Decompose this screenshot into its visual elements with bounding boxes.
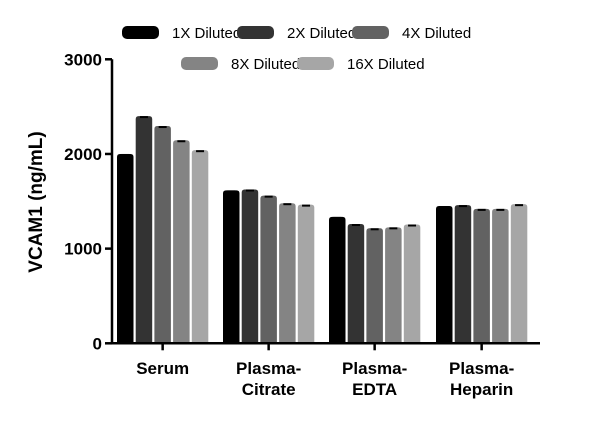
bar-2x-diluted [135, 116, 153, 344]
bar-4x-diluted [366, 228, 383, 344]
bar-8x-diluted [279, 203, 296, 344]
legend-label: 4X Diluted [402, 25, 471, 42]
bar-4x-diluted [260, 195, 277, 344]
bar-8x-diluted [385, 227, 402, 344]
legend-label: 2X Diluted [287, 25, 356, 42]
bar-2x-diluted [241, 189, 259, 344]
bar-16x-diluted [510, 204, 528, 344]
x-tick-label: Serum [136, 359, 189, 378]
bar-2x-diluted [347, 224, 365, 344]
x-tick-label: Heparin [450, 380, 513, 399]
bar-8x-diluted [492, 208, 509, 344]
x-tick-label: Plasma- [449, 359, 514, 378]
bar-1x-diluted [117, 153, 134, 344]
y-tick-label: 2000 [64, 145, 102, 164]
legend-swatch [297, 57, 334, 70]
y-axis-label: VCAM1 (ng/mL) [26, 131, 47, 272]
bar-8x-diluted [173, 140, 190, 344]
bars [117, 116, 528, 344]
legend-label: 8X Diluted [231, 56, 300, 73]
legend-label: 16X Diluted [347, 56, 425, 73]
bar-16x-diluted [191, 150, 209, 344]
bar-16x-diluted [403, 224, 421, 344]
legend: 1X Diluted 2X Diluted 4X Diluted 8X Diluted… [122, 25, 471, 73]
y-tick-label: 3000 [64, 50, 102, 69]
x-tick-label: Plasma- [342, 359, 407, 378]
y-axis: 0 1000 2000 3000 [64, 50, 114, 353]
y-tick-label: 1000 [64, 240, 102, 259]
x-tick-label: Citrate [242, 380, 296, 399]
bar-4x-diluted [473, 208, 490, 344]
legend-swatch [181, 57, 218, 70]
legend-swatch [122, 26, 159, 39]
x-axis: Serum Plasma- Citrate Plasma- EDTA Plasma- Hep… [111, 342, 540, 399]
y-tick-label: 0 [93, 334, 102, 353]
legend-swatch [352, 26, 389, 39]
legend-label: 1X Diluted [172, 25, 241, 42]
bar-2x-diluted [454, 205, 472, 344]
bar-4x-diluted [154, 126, 171, 344]
bar-1x-diluted [436, 206, 453, 344]
bar-16x-diluted [297, 204, 315, 344]
legend-swatch [237, 26, 274, 39]
x-tick-label: EDTA [352, 380, 397, 399]
x-tick-label: Plasma- [236, 359, 301, 378]
bar-1x-diluted [329, 216, 346, 344]
bar-1x-diluted [223, 190, 240, 344]
